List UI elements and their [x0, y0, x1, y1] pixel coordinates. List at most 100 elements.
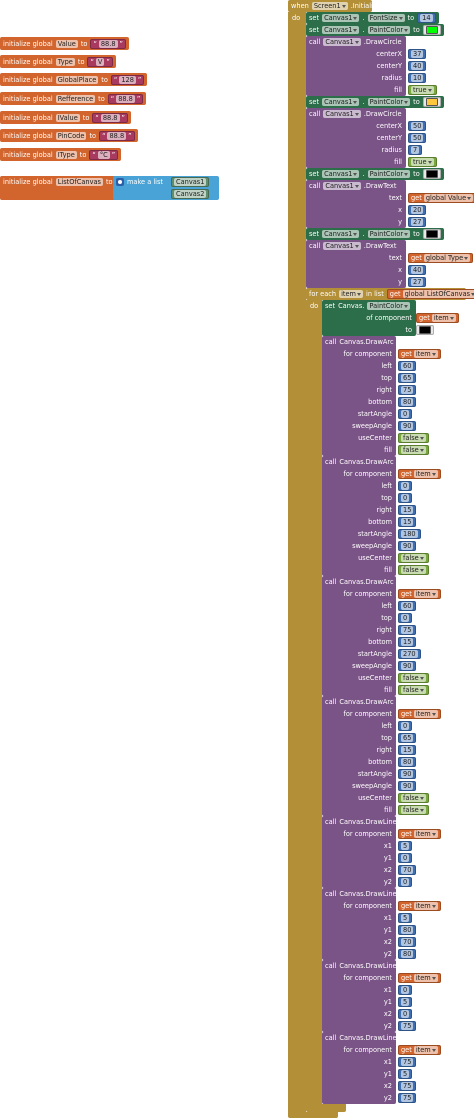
arg-label: y2	[383, 1094, 392, 1102]
global-name: Refference	[55, 94, 96, 103]
number: 80	[401, 398, 414, 406]
arg-name: startAngle	[322, 768, 392, 780]
quote: “	[110, 94, 115, 103]
to-keyword: to	[80, 39, 88, 48]
number: 90	[401, 770, 414, 778]
component-block: Canvas2	[171, 189, 210, 199]
arg-label: startAngle	[357, 650, 392, 658]
number: 0	[401, 494, 410, 502]
number: 20	[411, 206, 424, 214]
arg-label: y	[398, 278, 402, 286]
number: 14	[420, 14, 433, 22]
to-keyword: to	[82, 113, 90, 122]
number: 50	[411, 134, 424, 142]
number-block: 180	[398, 529, 421, 539]
get-block: get item	[398, 589, 441, 599]
arg-name: for component	[322, 468, 392, 480]
number: 5	[401, 1070, 410, 1078]
get-keyword: get	[401, 974, 412, 982]
property: PaintColor	[367, 230, 411, 238]
arg-label: for component	[343, 1046, 392, 1054]
component: Canvas1	[322, 14, 360, 22]
variable: item	[413, 974, 438, 982]
arg-name: x2	[322, 864, 392, 876]
arg-label: y1	[383, 926, 392, 934]
arg-name: x1	[322, 912, 392, 924]
global-name: GlobalPlace	[55, 75, 99, 84]
event-name: .Initialize	[350, 2, 381, 10]
when-keyword: when	[291, 2, 309, 10]
color-swatch	[425, 230, 438, 238]
method: Canvas.DrawArc	[339, 698, 394, 706]
number-block: 0	[398, 877, 413, 887]
number: 75	[401, 1058, 414, 1066]
arg-name: for component	[322, 348, 392, 360]
number-block: 10	[408, 73, 427, 83]
call-block: call Canvas.DrawLine	[322, 888, 397, 960]
get-keyword: get	[401, 1046, 412, 1054]
arg-name: y	[306, 276, 402, 288]
call-block: call Canvas.DrawLine	[322, 960, 397, 1032]
number-block: 5	[398, 997, 413, 1007]
global-init-block: initialize global IValue to “88.8”	[0, 111, 131, 124]
foreach-bar	[306, 300, 322, 1104]
arg-label: for component	[343, 350, 392, 358]
call-keyword: call	[325, 698, 337, 706]
variable: item	[413, 590, 438, 598]
variable: item	[413, 1046, 438, 1054]
number: 40	[411, 62, 424, 70]
arg-name: left	[322, 600, 392, 612]
number: 80	[401, 926, 414, 934]
arg-label: for component	[343, 974, 392, 982]
arg-label: x1	[383, 914, 392, 922]
number-block: 15	[398, 745, 417, 755]
method: .DrawText	[363, 182, 397, 190]
component-name: Canvas2	[174, 190, 207, 198]
variable: item	[413, 710, 438, 718]
to-keyword: to	[405, 326, 412, 334]
arg-name: useCenter	[322, 552, 392, 564]
number-block: 65	[398, 373, 417, 383]
property: PaintColor	[367, 170, 411, 178]
text-value: 88.8	[98, 39, 118, 48]
text-block: “V”	[87, 56, 113, 67]
property: PaintColor	[367, 26, 411, 34]
number-block: 40	[408, 265, 427, 275]
number: 90	[401, 782, 414, 790]
quote: “	[92, 150, 96, 159]
init-keyword: initialize global	[3, 39, 53, 48]
arg-name: x2	[322, 1080, 392, 1092]
arg-label: startAngle	[357, 770, 392, 778]
number-block: 80	[398, 925, 417, 935]
set-block: set Canvas1. PaintColor to	[306, 24, 444, 36]
boolean: true	[411, 86, 434, 94]
component: Canvas1	[323, 242, 361, 250]
component: Canvas1	[322, 26, 360, 34]
number: 7	[411, 146, 420, 154]
get-block: get item	[398, 829, 441, 839]
arg-label: centerY	[376, 134, 402, 142]
number-block: 80	[398, 397, 417, 407]
global-init-block: initialize global Type to “V”	[0, 55, 116, 68]
number-block: 15	[398, 517, 417, 527]
number-block: 90	[398, 661, 417, 671]
arg-label: for component	[343, 710, 392, 718]
to-keyword: to	[101, 75, 108, 84]
component-type: Canvas.	[338, 302, 365, 310]
set-keyword: set	[309, 26, 320, 34]
set-keyword: set	[309, 14, 320, 22]
number: 37	[411, 50, 424, 58]
number-block: 90	[398, 781, 417, 791]
arg-name: x2	[322, 1008, 392, 1020]
arg-name: top	[322, 732, 392, 744]
arg-name: for component	[322, 708, 392, 720]
arg-label: sweepAngle	[352, 662, 392, 670]
number-block: 5	[398, 913, 413, 923]
global-init-block: initialize global GlobalPlace to “128”	[0, 73, 148, 86]
arg-label: useCenter	[358, 794, 392, 802]
init-keyword: initialize global	[3, 94, 53, 103]
number: 15	[401, 506, 414, 514]
arg-label: x2	[383, 1082, 392, 1090]
boolean-block: false	[398, 685, 429, 695]
arg-label: right	[376, 386, 393, 394]
